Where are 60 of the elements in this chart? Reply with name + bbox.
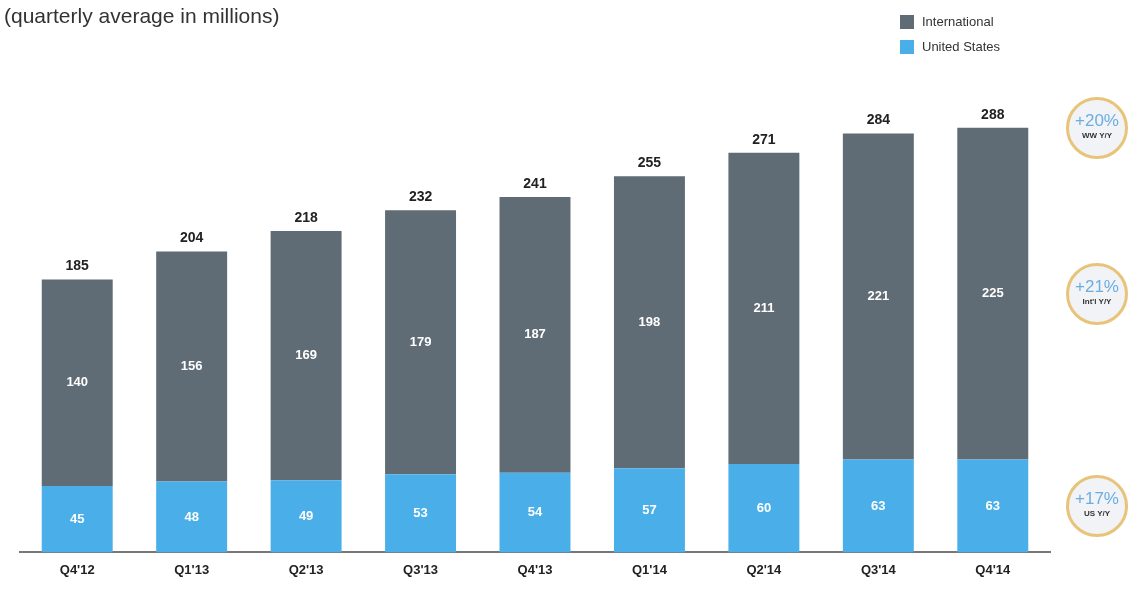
- circle-badge: +20% WW Y/Y: [1066, 96, 1128, 159]
- total-label: 255: [637, 154, 662, 171]
- data-label: 225: [981, 285, 1004, 301]
- x-tick-label: Q4'12: [59, 561, 95, 577]
- data-label: 179: [409, 333, 432, 349]
- bar: [842, 459, 914, 553]
- bar: [613, 468, 685, 553]
- data-label: 53: [413, 504, 428, 520]
- total-label: 185: [65, 257, 90, 274]
- total-label: 218: [294, 208, 318, 225]
- total-label: 204: [179, 229, 204, 246]
- data-label: 187: [524, 326, 546, 342]
- data-label: 49: [298, 507, 314, 523]
- bar: [499, 197, 571, 473]
- legend-label: International: [922, 14, 994, 29]
- x-tick-label: Q4'13: [517, 561, 553, 577]
- x-tick-label: Q2'14: [746, 561, 783, 577]
- data-label: 221: [867, 288, 890, 304]
- bar: [41, 486, 113, 553]
- data-label: 140: [66, 374, 89, 390]
- x-tick-label: Q2'13: [288, 561, 324, 577]
- data-label: 198: [638, 313, 661, 329]
- bar: [156, 251, 228, 482]
- total-label: 284: [866, 111, 891, 128]
- x-tick-label: Q4'14: [975, 561, 1011, 577]
- bar: [613, 176, 685, 469]
- bar: [728, 152, 800, 464]
- data-label: 211: [753, 299, 775, 315]
- bar: [957, 127, 1029, 460]
- bar: [385, 210, 457, 475]
- bar: [156, 481, 228, 553]
- data-label: 48: [184, 508, 199, 524]
- legend-label: United States: [922, 39, 1001, 54]
- total-label: 241: [523, 174, 547, 191]
- data-label: 60: [756, 499, 772, 515]
- x-tick-label: Q1'13: [174, 561, 210, 577]
- bar: [41, 279, 113, 487]
- total-label: 271: [752, 130, 776, 147]
- data-label: 63: [985, 497, 1001, 513]
- bar: [957, 459, 1029, 553]
- chart-title: (quarterly average in millions): [4, 4, 280, 28]
- bar: [842, 133, 914, 460]
- data-label: 156: [180, 358, 203, 374]
- x-tick-label: Q3'14: [860, 561, 897, 577]
- x-tick-label: Q3'13: [403, 561, 439, 577]
- data-label: 63: [871, 497, 886, 513]
- data-label: 45: [69, 510, 85, 526]
- bar: [270, 480, 342, 553]
- bar: [728, 463, 800, 553]
- total-label: 232: [408, 188, 433, 205]
- bar: [385, 474, 457, 553]
- x-tick-label: Q1'14: [631, 561, 668, 577]
- circle-badge: +21% Int'l Y/Y: [1066, 262, 1128, 325]
- bar: [270, 230, 342, 481]
- circle-badge: +17% US Y/Y: [1066, 474, 1128, 537]
- data-label: 169: [295, 347, 317, 363]
- data-label: 54: [527, 504, 543, 520]
- total-label: 288: [981, 105, 1005, 122]
- bar: [499, 472, 571, 553]
- data-label: 57: [642, 501, 657, 517]
